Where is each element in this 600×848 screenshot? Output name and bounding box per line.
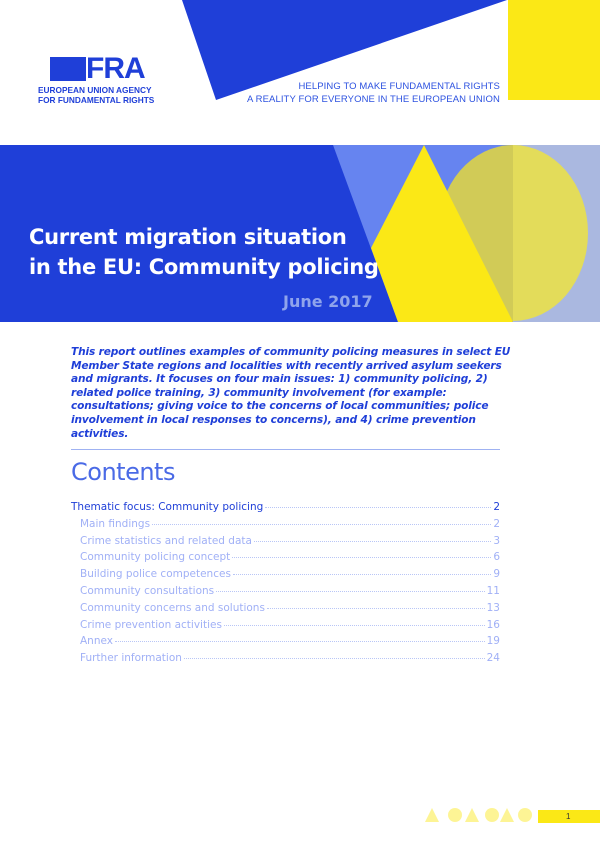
tagline: HELPING TO MAKE FUNDAMENTAL RIGHTS A REA… xyxy=(247,80,500,106)
toc-entry[interactable]: Thematic focus: Community policing 2 xyxy=(71,501,500,518)
toc-page: 19 xyxy=(486,635,500,648)
toc-leader xyxy=(152,523,492,525)
logo-line2: FOR FUNDAMENTAL RIGHTS xyxy=(38,95,155,105)
toc-label: Crime statistics and related data xyxy=(80,534,252,547)
toc-entry[interactable]: Main findings 2 xyxy=(80,518,500,535)
toc-leader xyxy=(232,574,492,576)
toc-leader xyxy=(253,540,492,542)
toc-entry[interactable]: Community concerns and solutions 13 xyxy=(80,602,500,619)
toc-page: 11 xyxy=(486,585,500,597)
contents-heading: Contents xyxy=(71,458,175,486)
toc-page: 13 xyxy=(486,601,500,614)
tagline-line1: HELPING TO MAKE FUNDAMENTAL RIGHTS xyxy=(298,81,500,92)
toc-page: 2 xyxy=(493,501,500,513)
toc-label: Community policing concept xyxy=(80,551,231,564)
toc-page: 3 xyxy=(493,534,500,547)
toc-leader xyxy=(183,658,485,660)
toc-label: Community consultations xyxy=(80,585,215,597)
toc-entry[interactable]: Community policing concept 6 xyxy=(80,551,500,568)
toc-leader xyxy=(114,641,485,643)
toc-leader xyxy=(265,507,492,508)
tagline-line2: A REALITY FOR EVERYONE IN THE EUROPEAN U… xyxy=(246,94,500,105)
toc-label: Building police competences xyxy=(80,568,231,581)
divider xyxy=(71,449,500,450)
toc-label: Community concerns and solutions xyxy=(80,601,265,614)
toc-entry[interactable]: Community consultations 11 xyxy=(80,585,500,602)
toc-leader xyxy=(232,557,492,559)
top-blue-shape xyxy=(182,0,507,100)
toc-entry[interactable]: Further information 24 xyxy=(80,652,500,669)
toc-label: Annex xyxy=(80,635,113,648)
banner-circle-right xyxy=(513,145,588,321)
toc-entry[interactable]: Crime statistics and related data 3 xyxy=(80,535,500,552)
title-line1: Current migration situation xyxy=(29,225,347,249)
toc-label: Crime prevention activities xyxy=(80,618,222,631)
top-yellow-block xyxy=(508,0,600,100)
report-title: Current migration situation in the EU: C… xyxy=(29,222,379,282)
footer-bar xyxy=(538,810,600,823)
toc-label: Further information xyxy=(80,652,182,665)
report-date: June 2017 xyxy=(283,292,373,311)
toc-label: Main findings xyxy=(80,517,151,530)
toc-page: 2 xyxy=(493,517,500,530)
banner-yellow-triangle xyxy=(371,145,513,322)
eu-flag-icon xyxy=(50,57,86,81)
toc-entry[interactable]: Building police competences 9 xyxy=(80,568,500,585)
toc-leader xyxy=(216,591,485,592)
fra-logo: FRA EUROPEAN UNION AGENCY FOR FUNDAMENTA… xyxy=(38,52,158,105)
title-line2: in the EU: Community policing xyxy=(29,255,379,279)
toc-leader xyxy=(266,607,485,609)
toc-entry[interactable]: Annex 19 xyxy=(80,635,500,652)
toc-page: 16 xyxy=(486,618,500,631)
toc-page: 24 xyxy=(486,652,500,665)
toc-leader xyxy=(223,624,485,626)
footer-faded-shapes xyxy=(425,808,532,822)
logo-text: FRA xyxy=(86,52,146,85)
toc-entry[interactable]: Crime prevention activities 16 xyxy=(80,619,500,636)
intro-paragraph: This report outlines examples of communi… xyxy=(71,346,511,440)
page-number: 1 xyxy=(566,812,571,821)
toc-page: 6 xyxy=(493,551,500,564)
logo-line1: EUROPEAN UNION AGENCY xyxy=(38,85,152,95)
toc-label: Thematic focus: Community policing xyxy=(71,501,264,513)
toc-page: 9 xyxy=(493,568,500,581)
